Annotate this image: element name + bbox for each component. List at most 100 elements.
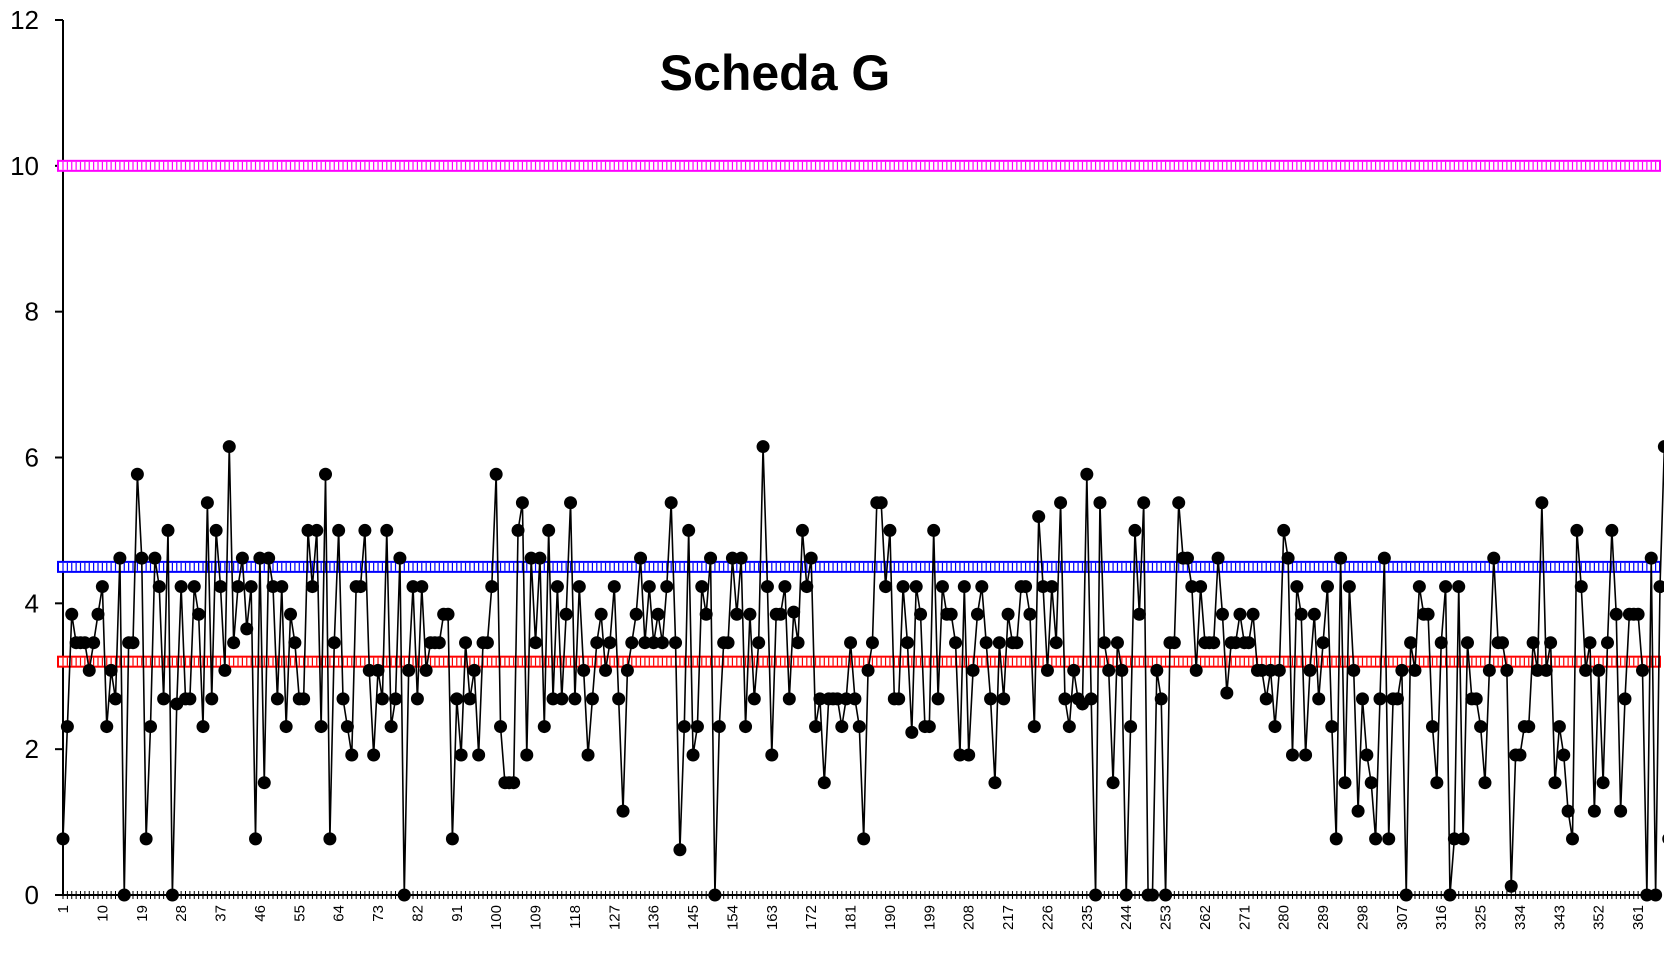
data-point <box>1172 496 1186 510</box>
data-point <box>607 580 621 594</box>
data-point <box>507 776 521 790</box>
data-point <box>1307 607 1321 621</box>
data-point <box>747 692 761 706</box>
x-tick-label: 10 <box>94 905 111 922</box>
data-point <box>174 580 188 594</box>
data-point <box>104 663 118 677</box>
data-point <box>774 607 788 621</box>
data-point <box>533 551 547 565</box>
data-point <box>620 663 634 677</box>
y-tick-label: 8 <box>25 297 39 327</box>
data-point <box>1657 440 1664 454</box>
data-point <box>629 607 643 621</box>
data-point <box>95 580 109 594</box>
data-point <box>1145 888 1159 902</box>
y-tick-label: 10 <box>10 151 39 181</box>
data-point <box>1220 686 1234 700</box>
x-tick-label: 271 <box>1236 905 1253 930</box>
data-point <box>1552 720 1566 734</box>
data-point <box>1215 607 1229 621</box>
data-point <box>209 523 223 537</box>
data-point <box>905 725 919 739</box>
data-point <box>1373 692 1387 706</box>
data-point <box>704 551 718 565</box>
data-point <box>1159 888 1173 902</box>
y-tick-label: 2 <box>25 734 39 764</box>
data-point <box>1154 692 1168 706</box>
data-point <box>1535 496 1549 510</box>
data-point <box>778 580 792 594</box>
data-point <box>612 692 626 706</box>
data-point <box>892 692 906 706</box>
data-point <box>1618 692 1632 706</box>
data-point <box>1110 636 1124 650</box>
data-point <box>235 551 249 565</box>
data-point <box>319 467 333 481</box>
data-point <box>1605 523 1619 537</box>
x-tick-label: 289 <box>1315 905 1332 930</box>
data-point <box>117 888 131 902</box>
data-point <box>1102 663 1116 677</box>
data-point <box>1040 663 1054 677</box>
data-point <box>1207 636 1221 650</box>
x-tick-label: 307 <box>1394 905 1411 930</box>
reference-line <box>57 560 1661 573</box>
data-point <box>1369 832 1383 846</box>
data-point <box>1001 607 1015 621</box>
data-point <box>130 467 144 481</box>
data-point <box>984 692 998 706</box>
data-point <box>1329 832 1343 846</box>
x-tick-label: 100 <box>488 905 505 930</box>
data-point <box>410 692 424 706</box>
data-point <box>165 888 179 902</box>
x-tick-label: 325 <box>1473 905 1490 930</box>
data-point <box>686 748 700 762</box>
data-point <box>664 496 678 510</box>
data-point <box>1421 607 1435 621</box>
data-point <box>1211 551 1225 565</box>
data-point <box>227 636 241 650</box>
data-point <box>1189 663 1203 677</box>
data-point <box>148 551 162 565</box>
data-point <box>310 523 324 537</box>
data-point <box>1600 636 1614 650</box>
data-point <box>1259 692 1273 706</box>
data-point <box>616 804 630 818</box>
data-point <box>861 663 875 677</box>
data-point <box>511 523 525 537</box>
data-point <box>914 607 928 621</box>
data-point <box>1032 510 1046 524</box>
data-point <box>354 580 368 594</box>
data-point <box>152 580 166 594</box>
data-point <box>760 580 774 594</box>
data-point <box>441 607 455 621</box>
data-point <box>1194 580 1208 594</box>
data-point <box>690 720 704 734</box>
data-point <box>634 551 648 565</box>
reference-line <box>57 655 1661 668</box>
data-point <box>214 580 228 594</box>
data-point <box>1644 551 1658 565</box>
data-point <box>463 692 477 706</box>
data-point <box>835 720 849 734</box>
x-tick-label: 46 <box>252 905 269 922</box>
x-tick-label: 19 <box>134 905 151 922</box>
data-point <box>1115 663 1129 677</box>
data-point <box>91 607 105 621</box>
data-point <box>585 692 599 706</box>
data-point <box>279 720 293 734</box>
data-point <box>1579 663 1593 677</box>
data-point <box>966 663 980 677</box>
data-point <box>1049 636 1063 650</box>
data-point <box>489 467 503 481</box>
data-point <box>931 692 945 706</box>
data-point <box>65 607 79 621</box>
data-point <box>1338 776 1352 790</box>
data-point <box>1058 692 1072 706</box>
x-tick-label: 334 <box>1512 905 1529 930</box>
data-point <box>1312 692 1326 706</box>
data-point <box>1290 580 1304 594</box>
data-point <box>1513 748 1527 762</box>
data-point <box>1377 551 1391 565</box>
data-point <box>997 692 1011 706</box>
